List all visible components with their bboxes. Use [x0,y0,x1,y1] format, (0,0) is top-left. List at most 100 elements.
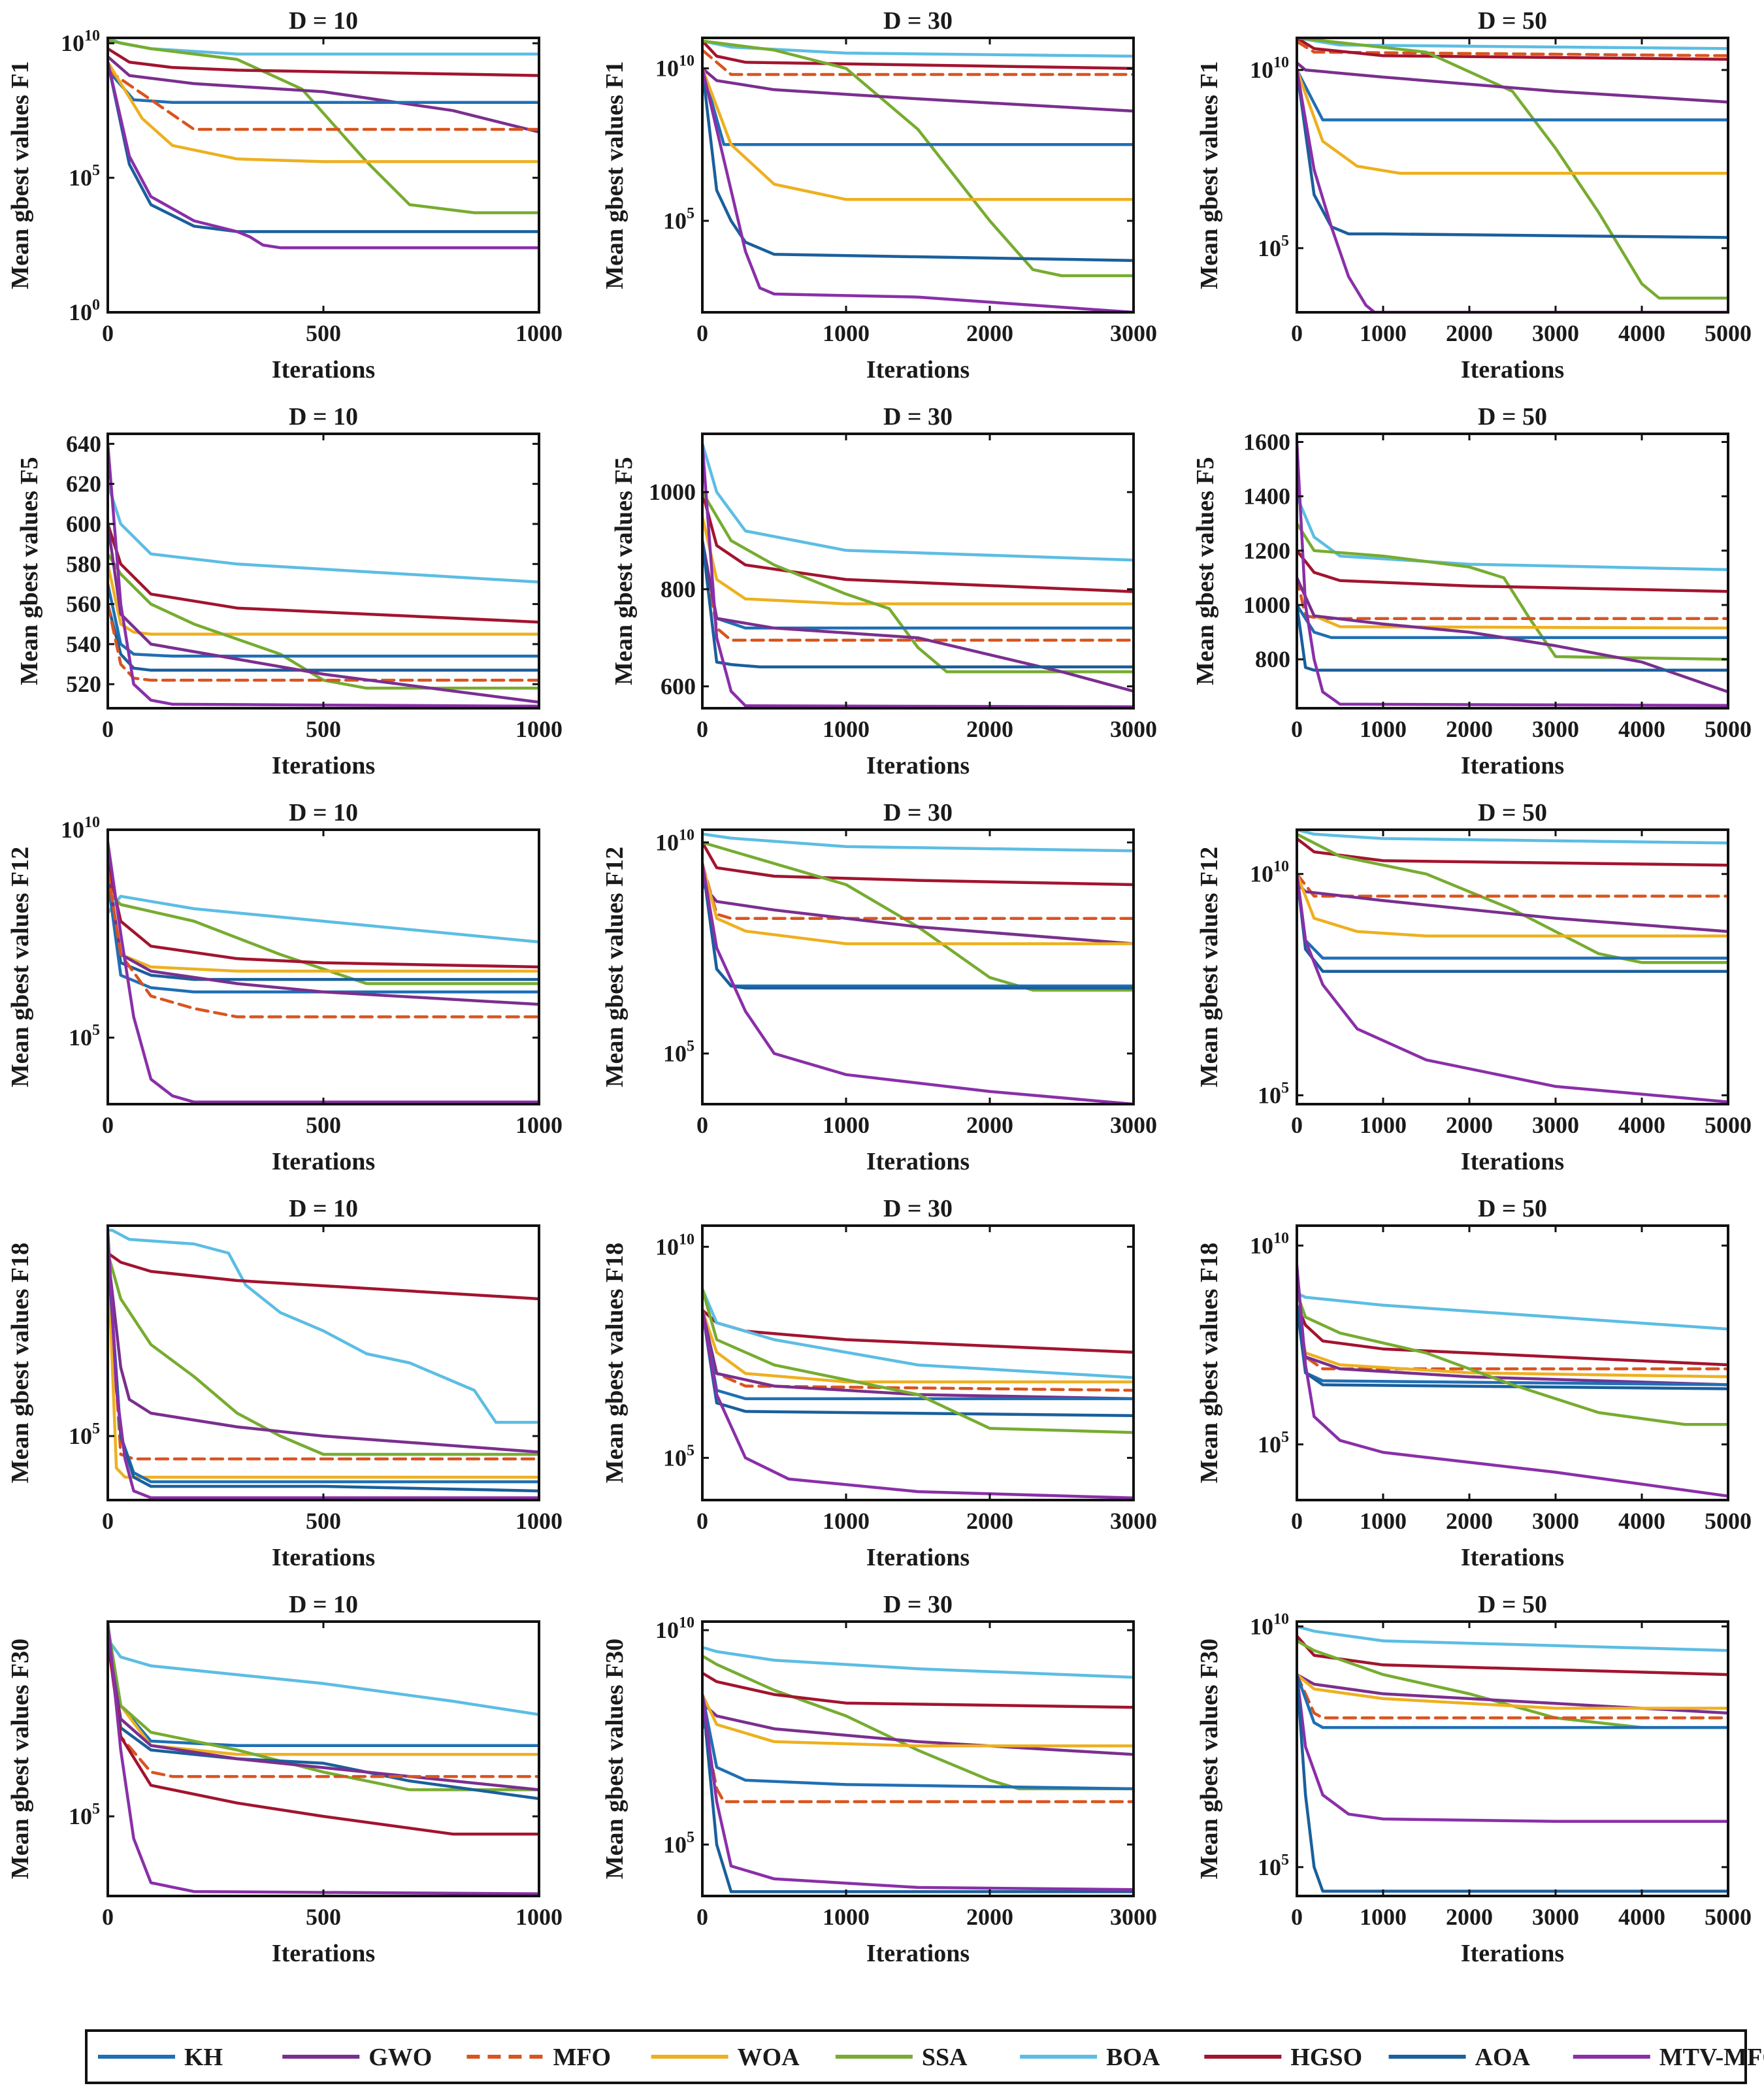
chart-f5-d-30: D = 30 0 1000 2000 3000 Iterations 1000 800 600 M… [610,403,1157,779]
series-group [1297,38,1728,312]
y-tick-label: 600 [661,674,696,700]
series-line-woa [1297,1673,1728,1710]
series-group [1297,830,1728,1103]
series-line-mtv-mfo [702,1308,1134,1500]
x-tick-label: 2000 [1446,1112,1493,1138]
y-tick-label: 1000 [1243,592,1290,618]
x-tick-label: 500 [306,1508,341,1534]
x-tick-label: 4000 [1618,320,1665,346]
x-tick-label: 1000 [1360,1508,1407,1534]
series-line-aoa [702,1693,1134,1893]
y-tick-label: 1010 [655,1614,694,1643]
x-tick-label: 3000 [1110,1508,1157,1534]
series-line-mtv-mfo [702,1693,1134,1891]
axes-frame [1296,1224,1729,1501]
series-line-mtv-mfo [1297,1673,1728,1823]
chart-title: D = 10 [289,1195,358,1222]
y-axis-label: Mean gbest values F18 [1196,1243,1223,1483]
plot-area [702,434,1134,708]
chart-title: D = 30 [883,1591,953,1618]
y-tick-label: 105 [1258,233,1289,261]
x-tick-label: 1000 [515,716,563,742]
plot-area [702,38,1134,312]
y-tick-label: 1400 [1243,483,1290,510]
series-line-woa [1297,68,1728,175]
y-tick-label: 1010 [1250,1610,1289,1639]
chart-f18-d-50: D = 50 0 1000 2000 3000 4000 5000 Iterations 101… [1196,1195,1752,1571]
x-tick-label: 0 [696,1904,708,1930]
x-tick-label: 5000 [1705,1508,1752,1534]
series-line-mtv-mfo [108,840,539,1104]
chart-title: D = 50 [1478,799,1547,826]
chart-f30-d-10: D = 10 0 500 1000 Iterations 105 Mean gbest va… [7,1591,563,1967]
legend-item-ssa: SSA [835,2044,968,2071]
series-line-gwo [1297,61,1728,104]
series-line-kh [702,67,1134,146]
x-tick-label: 1000 [823,1508,870,1534]
y-tick-label: 105 [663,1038,694,1066]
series-line-mtv-mfo [1297,872,1728,1103]
y-tick-label: 105 [69,1801,100,1829]
legend-item-boa: BOA [1020,2044,1160,2071]
y-axis-label: Mean gbest values F12 [1196,847,1223,1087]
series-line-aoa [702,862,1134,990]
x-tick-label: 1000 [823,1112,870,1138]
series-line-kh [1297,1673,1728,1729]
y-tick-label: 1010 [1250,858,1289,887]
y-tick-label: 105 [1258,1429,1289,1458]
x-tick-label: 1000 [823,716,870,742]
x-tick-label: 3000 [1532,716,1579,742]
plot-area [108,38,539,312]
x-tick-label: 5000 [1705,320,1752,346]
x-axis-label: Iterations [1461,1544,1564,1571]
legend-label: SSA [922,2044,968,2071]
series-line-woa [108,563,539,636]
y-tick-label: 1010 [1250,54,1289,83]
y-tick-label: 105 [69,1022,100,1051]
x-axis-label: Iterations [866,356,970,384]
series-line-woa [1297,872,1728,938]
series-line-woa [108,1251,539,1479]
series-line-hgso [702,841,1134,887]
y-tick-label: 1200 [1243,538,1290,564]
chart-title: D = 30 [883,403,953,431]
chart-f1-d-50: D = 50 0 1000 2000 3000 4000 5000 Iterations 101… [1196,7,1752,384]
legend-item-mfo: MFO [466,2044,611,2071]
series-line-boa [1297,1625,1728,1652]
x-axis-label: Iterations [272,1544,375,1571]
series-line-kh [108,582,539,658]
series-line-boa [1297,495,1728,572]
chart-title: D = 50 [1478,1195,1547,1222]
x-tick-label: 0 [1291,1508,1303,1534]
plot-area [108,1622,539,1896]
chart-title: D = 10 [289,1591,358,1618]
legend-box [85,2029,1747,2084]
x-tick-label: 0 [102,320,114,346]
series-line-gwo [108,1251,539,1454]
x-axis-label: Iterations [272,356,375,384]
y-tick-label: 1600 [1243,429,1290,455]
series-line-hgso [702,490,1134,593]
series-line-ssa [108,891,539,985]
x-tick-label: 500 [306,716,341,742]
series-line-boa [1297,1292,1728,1331]
x-tick-label: 1000 [1360,1904,1407,1930]
legend-label: HGSO [1290,2044,1362,2071]
series-group [108,1622,539,1895]
x-tick-label: 4000 [1618,1508,1665,1534]
series-line-gwo [1297,576,1728,694]
y-axis-label: Mean gbest values F30 [601,1639,629,1879]
chart-title: D = 30 [883,799,953,826]
legend-label: MTV-MFO [1659,2044,1764,2071]
series-line-ssa [702,1287,1134,1434]
x-tick-label: 1000 [515,320,563,346]
x-tick-label: 3000 [1110,1904,1157,1930]
chart-title: D = 30 [883,7,953,35]
axes-frame [701,1620,1135,1897]
x-tick-label: 0 [696,716,708,742]
x-tick-label: 0 [1291,716,1303,742]
x-tick-label: 3000 [1532,1508,1579,1534]
y-tick-label: 105 [663,205,694,234]
y-tick-label: 800 [661,576,696,602]
x-tick-label: 3000 [1532,320,1579,346]
